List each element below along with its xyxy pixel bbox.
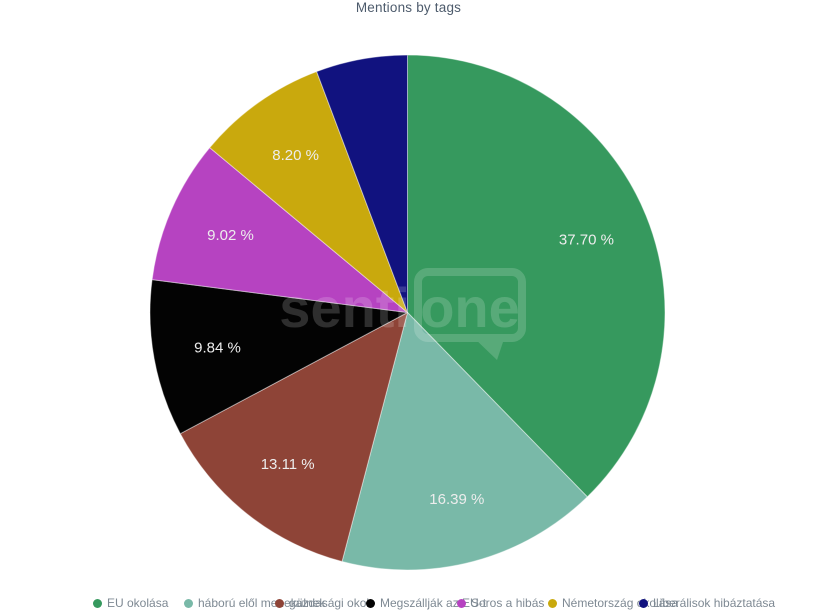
legend-color-dot	[639, 598, 648, 608]
pie-slice-soros-a-hibas[interactable]	[151, 147, 408, 313]
legend-label: Németország okolása	[562, 596, 679, 610]
legend-label: Soros a hibás	[471, 596, 545, 610]
pie-slice-nemetorszag-okolasa[interactable]	[209, 71, 408, 313]
legend-item-liberalisok-hibaztatasa[interactable]: Liberálisok hibáztatása	[639, 594, 775, 612]
legend-color-dot	[275, 598, 284, 608]
legend-item-haboru-elol-menekulnek[interactable]: háború elől menekülnek	[184, 594, 325, 612]
svg-text:one: one	[420, 276, 520, 339]
pie-slice-percentage-label: 16.39 %	[429, 491, 484, 508]
legend-color-dot	[184, 598, 193, 608]
pie-slice-percentage-label: 8.20 %	[272, 147, 319, 164]
legend-label: Liberálisok hibáztatása	[653, 596, 776, 610]
chart-legend: EU okolása háború elől menekülnek gazdaság…	[0, 594, 817, 614]
legend-color-dot	[366, 598, 375, 608]
legend-label: háború elől menekülnek	[198, 596, 326, 610]
pie-slice-percentage-label: 9.84 %	[194, 339, 241, 356]
svg-text:senti: senti	[279, 276, 410, 339]
pie-slice-percentage-label: 9.02 %	[207, 227, 254, 244]
pie-slice-eu-okolasa[interactable]	[407, 54, 666, 498]
legend-item-eu-okolasa[interactable]: EU okolása	[93, 594, 168, 612]
legend-item-soros-a-hibas[interactable]: Soros a hibás	[457, 594, 544, 612]
legend-item-gazdasagi-okok[interactable]: gazdasági okok	[275, 594, 372, 612]
legend-color-dot	[457, 598, 466, 608]
legend-label: EU okolása	[107, 596, 169, 610]
pie-slice-percentage-label: 37.70 %	[559, 232, 614, 249]
pie-slice-percentage-label: 13.11 %	[261, 456, 315, 473]
watermark: senti one	[279, 268, 526, 360]
legend-label: gazdasági okok	[289, 596, 373, 610]
legend-color-dot	[93, 598, 102, 608]
chart-title: Mentions by tags	[355, 0, 462, 15]
pie-slice-gazdasagi-okok[interactable]	[179, 312, 408, 563]
pie-slice-megszalljak-az-eu-t[interactable]	[149, 279, 408, 435]
legend-color-dot	[548, 598, 557, 608]
pie-slice-liberalisok-hibaztatasa[interactable]	[316, 54, 408, 313]
pie-slice-haboru-elol-menekulnek[interactable]	[341, 312, 588, 571]
legend-item-nemetorszag-okolasa[interactable]: Németország okolása	[548, 594, 678, 612]
